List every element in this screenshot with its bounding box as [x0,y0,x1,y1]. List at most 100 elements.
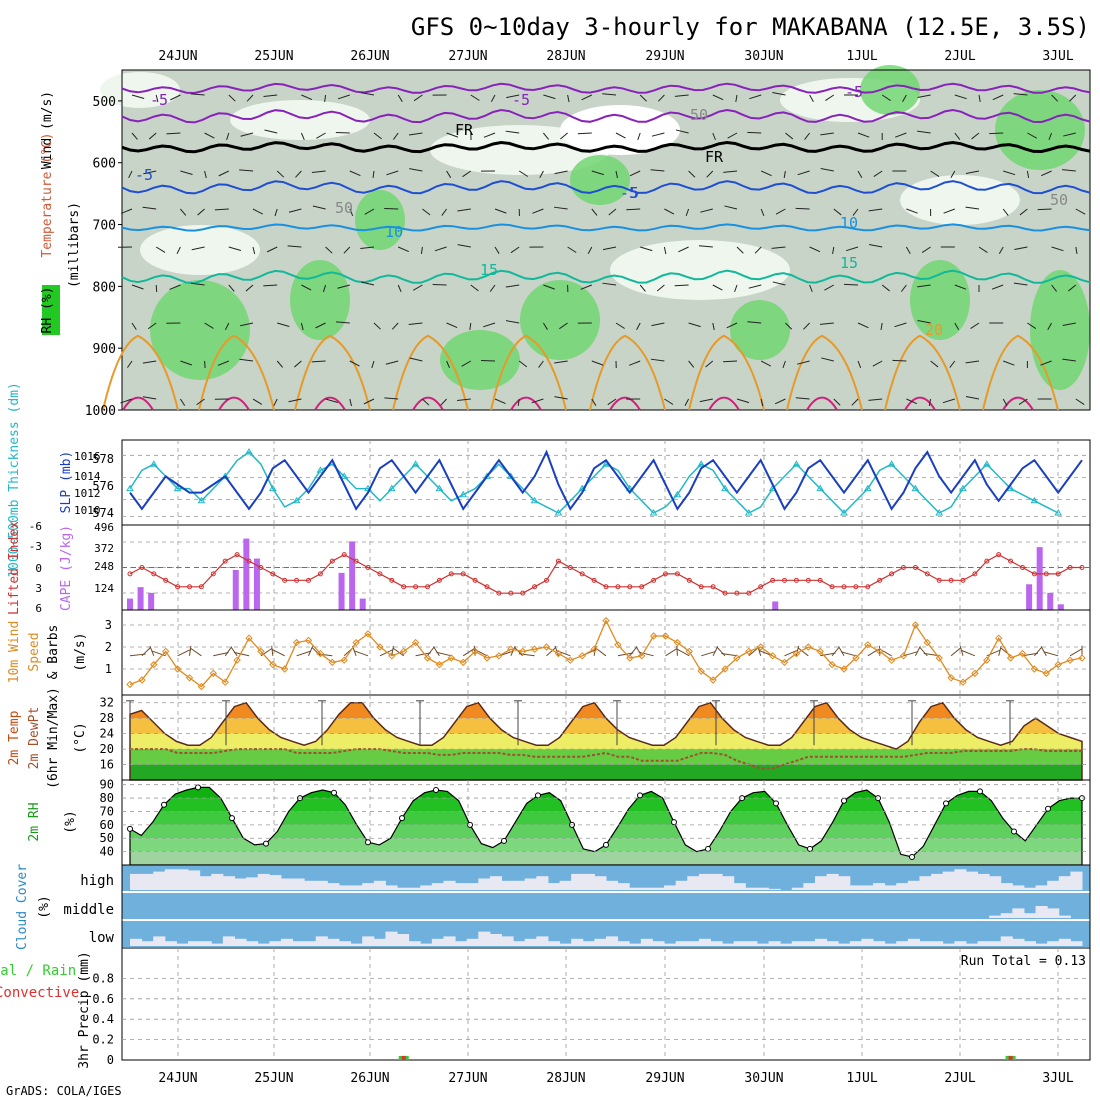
cloud-bar [873,941,886,946]
wind-barb [783,170,786,179]
isotherm-5 [121,180,1091,195]
wind-barb [363,398,375,405]
cloud-bar [1070,941,1083,946]
cloud-bar [826,873,839,890]
wind-marker [161,647,170,656]
wind-barb [712,94,724,101]
wind-barb [727,132,738,139]
surface-wind-barb [716,646,726,657]
wind-marker [340,656,348,664]
thickness-marker [911,484,920,492]
cloud-bar [640,887,653,890]
cloud-bar [571,938,584,946]
thickness-tick-label: 576 [92,479,114,493]
wind-marker [292,638,301,647]
surface-wind-barb [1034,646,1043,657]
wind-barb [217,360,229,366]
rh2m-unit-label: (%) [63,810,78,833]
wind-barb [505,130,520,134]
wind-barb [325,246,333,254]
wind-barb [809,94,814,102]
cloud-bar [849,885,862,890]
cloud-bar [420,943,433,946]
cloud-bar [397,934,410,946]
cloud-bar [1000,883,1013,890]
thickness-marker [1054,509,1063,516]
wind-marker [804,643,813,651]
lifted-marker [306,577,311,583]
wind-barb [349,208,354,217]
lifted-marker [163,577,169,583]
wind-barb [852,208,859,216]
wind-barb [712,284,723,291]
wind-barb [1018,398,1028,406]
rh-tick-label: 90 [100,778,114,792]
cape-bar [349,541,356,610]
wind-barb [264,129,278,134]
contour-label: 10 [840,214,858,232]
wind-barb [650,169,665,172]
cloud-bar [1047,908,1060,918]
isotherm-minus5 [121,108,1091,124]
cloud-bar [362,883,375,890]
wind-barb [408,322,423,325]
wind-barb [991,284,1004,290]
thickness-tick-label: 578 [92,452,114,466]
rh-legend-swatch [42,285,60,335]
wind-marker [661,632,670,640]
surface-wind-barb [721,653,737,657]
thickness-marker [863,484,872,492]
cloud-bar [188,941,201,946]
surface-wind-barb [546,647,557,657]
wind-barb [872,360,883,367]
thickness-marker [197,496,206,504]
lifted-marker [1031,571,1037,577]
lifted-marker [698,584,704,590]
wind-barb [656,284,665,292]
lifted-marker [627,584,633,590]
cloud-bar [130,938,143,946]
bottom-date-label: 27JUN [448,1071,487,1086]
wind-marker [423,654,432,662]
wind-barb [440,398,447,406]
rh-marker [671,819,677,826]
temp-tick-label: 32 [100,696,114,710]
wind-barb [288,398,302,403]
wind-barb [276,360,284,368]
lifted-marker [674,571,680,577]
wind-barb [218,170,230,177]
surface-wind-barb [841,651,857,657]
wind-barb [142,206,157,210]
lifted-marker [889,571,895,577]
cloud-bar [838,876,851,890]
wind-barb [943,208,955,214]
wind-barb [483,132,496,138]
wind-barb [880,322,883,331]
isotherm-25 [1002,396,1034,411]
wind-barb [615,170,618,179]
surface-wind-barb [838,646,845,657]
rh-marker [229,815,235,822]
isotherm-20 [786,334,863,411]
cloud-bar [617,883,630,890]
cloud-bar [130,873,143,890]
lifted-marker [841,584,847,590]
wind-barb [301,94,313,101]
isotherm-20 [392,334,469,411]
rh-band [130,811,1082,825]
wind-barb [992,94,1004,101]
rh-tick-label: 60 [100,818,114,832]
lifted-marker [1020,565,1025,570]
wind-marker [364,630,372,638]
slp-tick-label: 1012 [74,487,101,500]
wind-marker [780,658,789,667]
wind-barb [747,321,762,324]
contour-label: 15 [840,254,858,272]
lifted-marker [686,577,692,583]
wind-marker [947,674,955,682]
wind-marker [721,665,729,673]
wind-barb [287,245,302,248]
wind-barb [723,360,738,363]
lifted-marker [555,558,561,564]
wind-barb [650,358,665,362]
